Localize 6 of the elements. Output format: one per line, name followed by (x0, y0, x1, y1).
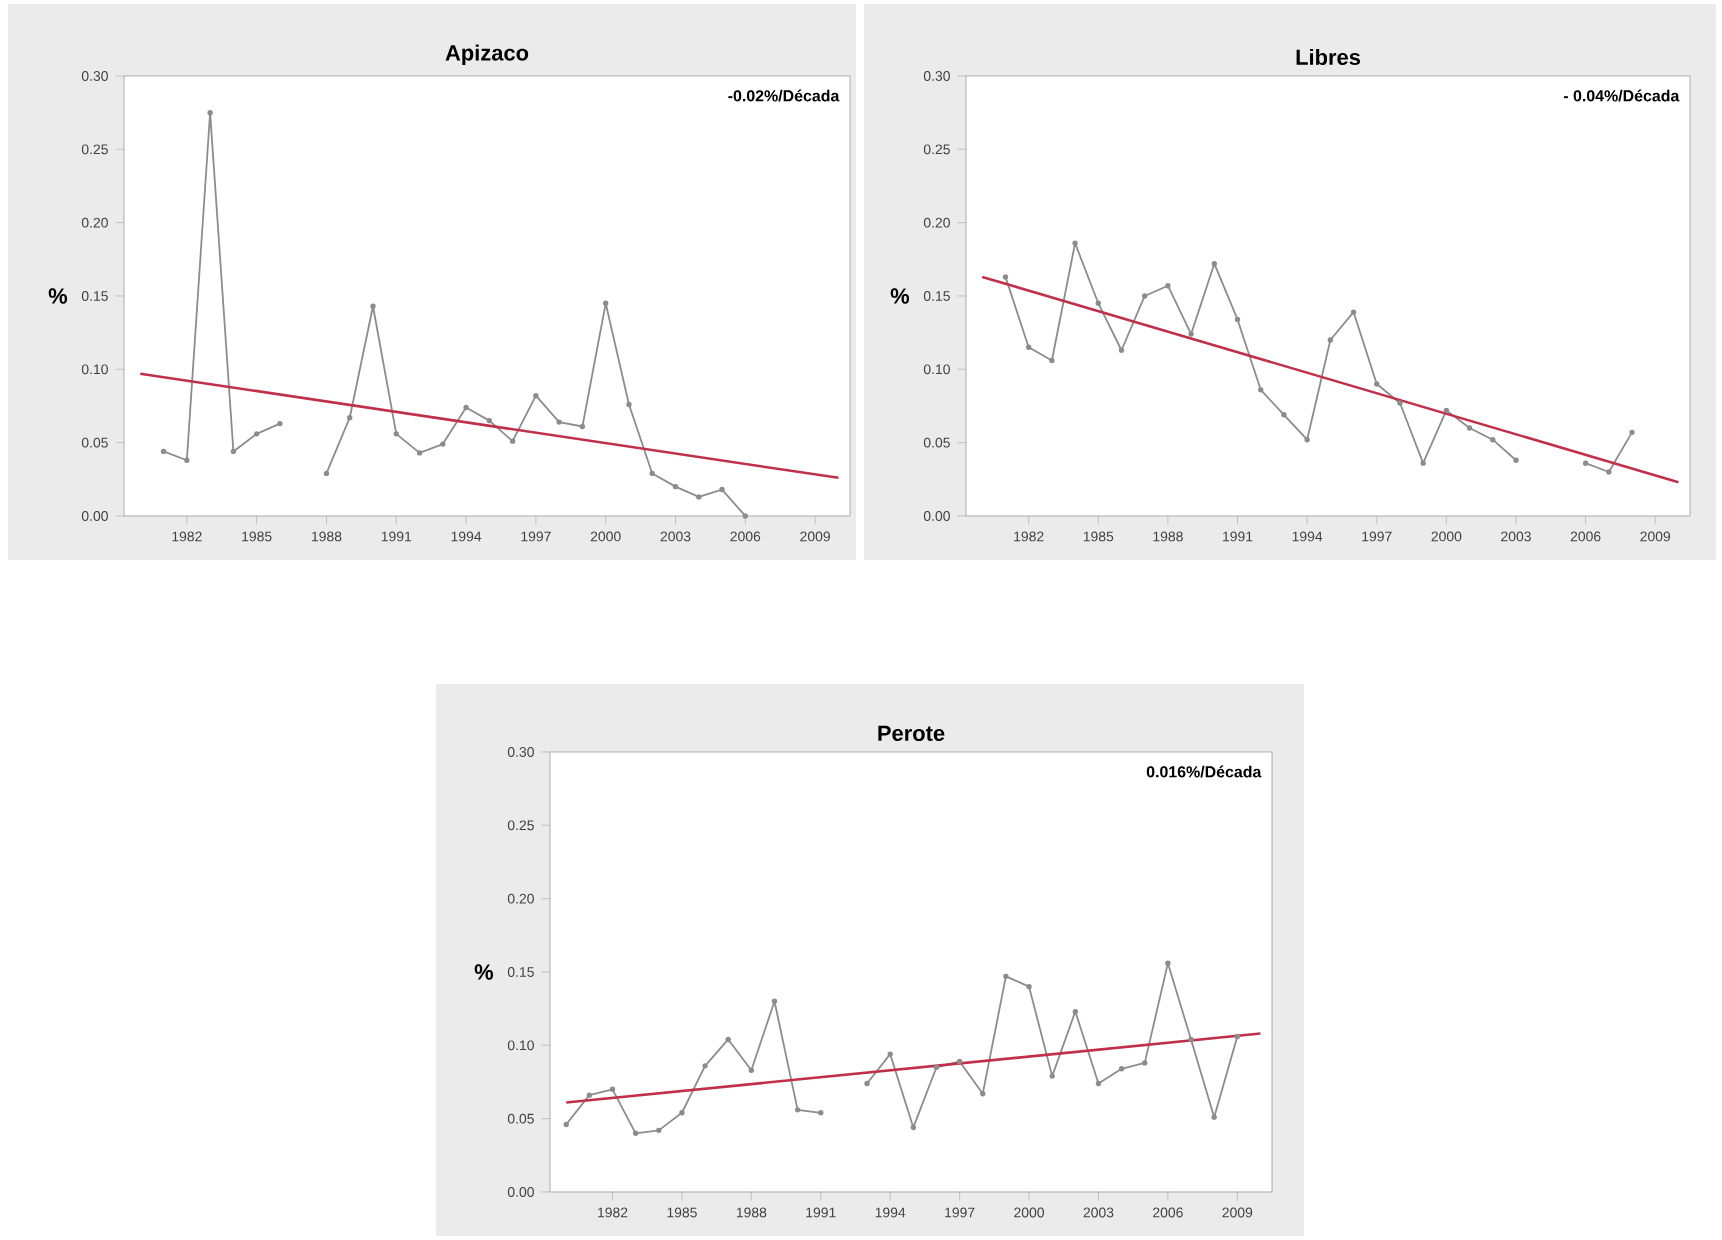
y-axis-title: % (890, 288, 910, 304)
y-axis-title: % (474, 964, 494, 980)
y-axis-title: % (48, 288, 68, 304)
chart-title: Libres (1296, 48, 1361, 65)
chart-title: Perote (878, 725, 945, 741)
chart-title: Apizaco (445, 44, 529, 65)
